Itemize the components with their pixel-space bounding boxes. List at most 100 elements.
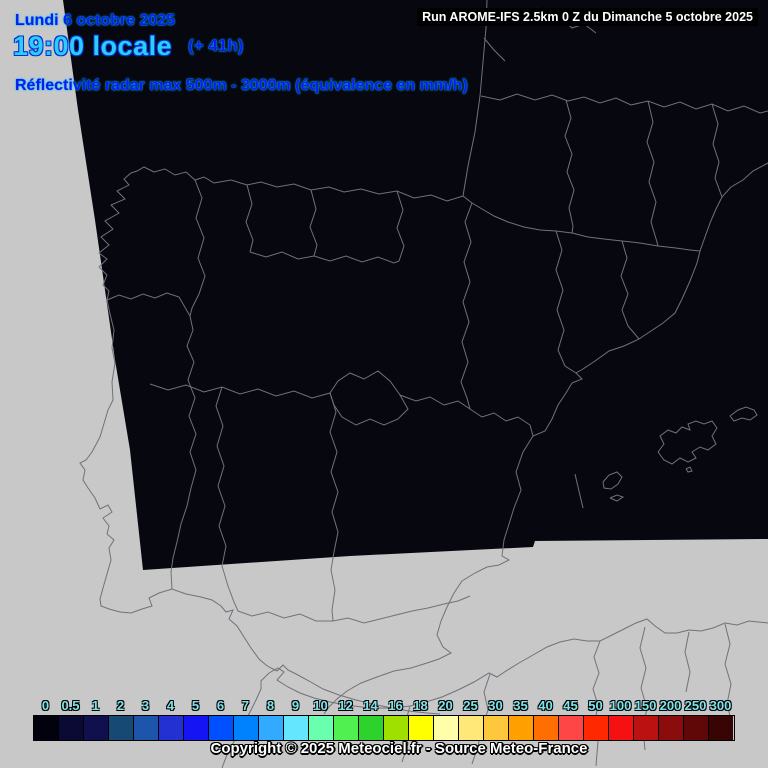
scale-tick-label: 200 [659, 698, 682, 713]
scale-color-block [334, 716, 359, 740]
spain-region-border [309, 189, 318, 257]
scale-color-block [159, 716, 184, 740]
scale-tick-label: 20 [438, 698, 453, 713]
scale-color-block [584, 716, 609, 740]
scale-tick-label: 30 [488, 698, 503, 713]
scale-tick-label: 9 [291, 698, 300, 713]
scale-tick-label: 5 [191, 698, 200, 713]
scale-color-block [184, 716, 209, 740]
scale-tick-label: 35 [513, 698, 528, 713]
scale-color-block [609, 716, 634, 740]
cabrera-island [685, 466, 693, 473]
map-seam-line [574, 473, 584, 509]
scale-color-block [484, 716, 509, 740]
madrid-region-border [329, 370, 409, 426]
scale-color-block [434, 716, 459, 740]
scale-tick-label: 0 [41, 698, 50, 713]
radar-domain-area [63, 0, 768, 570]
scale-color-block [709, 716, 733, 740]
forecast-offset-label: (+ 41h) [188, 36, 244, 55]
color-scale-labels: 0 0.5 1 2 3 4 5 6 7 8 9 10 12 14 16 18 20 25 30 35 40 45 50 100… [33, 698, 735, 715]
coastlines-and-borders [79, 0, 768, 768]
mediterranean-coastline [323, 162, 768, 715]
scale-color-block [134, 716, 159, 740]
scale-tick-label: 45 [563, 698, 578, 713]
spain-region-border [189, 179, 206, 317]
copyright-label: Copyright © 2025 Meteociel.fr - Source M… [210, 740, 588, 757]
scale-tick-label: 2 [116, 698, 125, 713]
scale-color-block [209, 716, 234, 740]
africa-border [724, 623, 733, 725]
scale-tick-label: 4 [166, 698, 175, 713]
spain-region-border [245, 184, 254, 253]
france-border [480, 93, 768, 114]
spain-region-border [215, 386, 239, 612]
scale-tick-label: 14 [363, 698, 378, 713]
andalucia-border [237, 595, 471, 624]
france-border [711, 103, 723, 198]
scale-tick-label: 50 [588, 698, 603, 713]
africa-border [684, 631, 691, 693]
scale-color-block [109, 716, 134, 740]
scale-tick-label: 3 [141, 698, 150, 713]
spain-region-border [555, 230, 577, 374]
scale-tick-label: 40 [538, 698, 553, 713]
model-run-banner: Run AROME-IFS 2.5km 0 Z du Dimanche 5 oc… [417, 8, 758, 26]
scale-color-block [34, 716, 59, 740]
france-border [564, 99, 575, 234]
scale-tick-label: 6 [216, 698, 225, 713]
scale-color-block [59, 716, 84, 740]
menorca-island [729, 406, 758, 422]
color-scale: 0 0.5 1 2 3 4 5 6 7 8 9 10 12 14 16 18 20 25 30 35 40 45 50 100… [33, 698, 735, 741]
scale-color-block [659, 716, 684, 740]
formentera-island [609, 494, 625, 502]
scale-color-block [84, 716, 109, 740]
scale-tick-label: 25 [463, 698, 478, 713]
scale-tick-label: 16 [388, 698, 403, 713]
scale-tick-label: 10 [313, 698, 328, 713]
scale-color-block [684, 716, 709, 740]
scale-tick-label: 12 [338, 698, 353, 713]
scale-tick-label: 150 [634, 698, 657, 713]
spain-region-border [399, 394, 471, 410]
spain-region-border [396, 190, 405, 262]
portugal-spain-border [106, 292, 197, 590]
product-title: Réflectivité radar max 500m - 3000m (équ… [15, 77, 468, 94]
ibiza-island [602, 471, 623, 490]
spain-region-border [329, 392, 339, 622]
scale-color-block [309, 716, 334, 740]
scale-color-block [634, 716, 659, 740]
scale-tick-label: 18 [413, 698, 428, 713]
spain-region-border [620, 240, 640, 340]
date-label: Lundi 6 octobre 2025 [15, 12, 176, 29]
scale-color-block [384, 716, 409, 740]
scale-tick-label: 100 [609, 698, 632, 713]
scale-color-block [459, 716, 484, 740]
france-border [646, 100, 659, 247]
scale-color-block [284, 716, 309, 740]
spain-region-border [469, 408, 534, 437]
color-scale-blocks [33, 715, 735, 741]
scale-tick-label: 300 [709, 698, 732, 713]
scale-color-block [259, 716, 284, 740]
mallorca-island [657, 420, 718, 465]
scale-color-block [509, 716, 534, 740]
scale-tick-label: 8 [266, 698, 275, 713]
scale-color-block [534, 716, 559, 740]
atlantic-coastline [79, 0, 488, 715]
scale-color-block [409, 716, 434, 740]
local-time-text: 19:00 locale [13, 31, 173, 61]
africa-coastline [221, 618, 768, 768]
spain-region-border [460, 202, 473, 410]
time-label: 19:00 locale (+ 41h) [13, 31, 243, 62]
scale-tick-label: 0.5 [61, 698, 80, 713]
scale-tick-label: 1 [91, 698, 100, 713]
scale-tick-label: 7 [241, 698, 250, 713]
scale-color-block [234, 716, 259, 740]
gironde-estuary [483, 37, 506, 62]
scale-color-block [359, 716, 384, 740]
scale-color-block [559, 716, 584, 740]
spain-region-border [149, 383, 331, 399]
